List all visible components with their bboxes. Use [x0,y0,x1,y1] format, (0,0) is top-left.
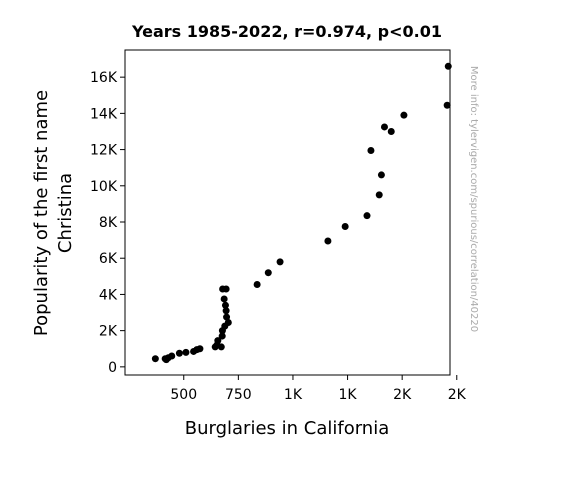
data-point [253,280,261,288]
data-point [175,349,183,357]
data-point [218,327,226,335]
y-tick-label: 12K [90,143,118,159]
source-note: More info: tylervigen.com/spurious/corre… [468,66,479,332]
x-axis: 500 750 1K 1K 2K 2K [170,375,467,403]
y-tick-label: 8K [99,215,118,231]
y-axis-label-line-2: Christina [55,173,76,253]
data-point [444,62,452,70]
x-tick-label: 1K [339,387,358,403]
x-tick-label: 2K [448,387,467,403]
data-point [324,237,332,245]
y-tick-label: 16K [90,70,118,86]
data-point [264,269,272,277]
data-point [443,101,451,109]
x-tick-label: 2K [393,387,412,403]
y-tick-label: 0 [108,360,117,376]
data-point [151,355,159,363]
data-point [363,212,371,220]
data-point [211,343,219,351]
data-point [276,258,284,266]
data-point [190,347,198,355]
data-point [162,356,170,364]
data-point [377,171,385,179]
y-tick-label: 10K [90,179,118,195]
x-tick-label: 500 [170,387,197,403]
y-tick-label: 14K [90,106,118,122]
y-tick-label: 4K [99,287,118,303]
data-point [217,343,225,351]
chart-title: Years 1985-2022, r=0.974, p<0.01 [131,22,442,41]
plot-area-frame [124,49,451,376]
x-tick-label: 1K [284,387,303,403]
data-point [387,127,395,135]
data-point [341,223,349,231]
x-axis-label: Burglaries in California [185,418,389,439]
data-point [223,313,231,321]
data-point [219,285,227,293]
data-point [218,332,226,340]
data-points [151,62,452,364]
data-point [220,295,228,303]
y-tick-label: 6K [99,251,118,267]
data-point [221,301,229,309]
data-point [375,191,383,199]
x-tick-label: 750 [225,387,252,403]
y-tick-label: 2K [99,324,118,340]
data-point [222,307,230,315]
y-axis-label-line-1: Popularity of the first name [31,90,52,336]
data-point [380,123,388,131]
data-point [367,146,375,154]
y-axis: 0 2K 4K 6K 8K 10K 12K 14K 16K [90,70,125,376]
data-point [400,111,408,119]
data-point [182,348,190,356]
